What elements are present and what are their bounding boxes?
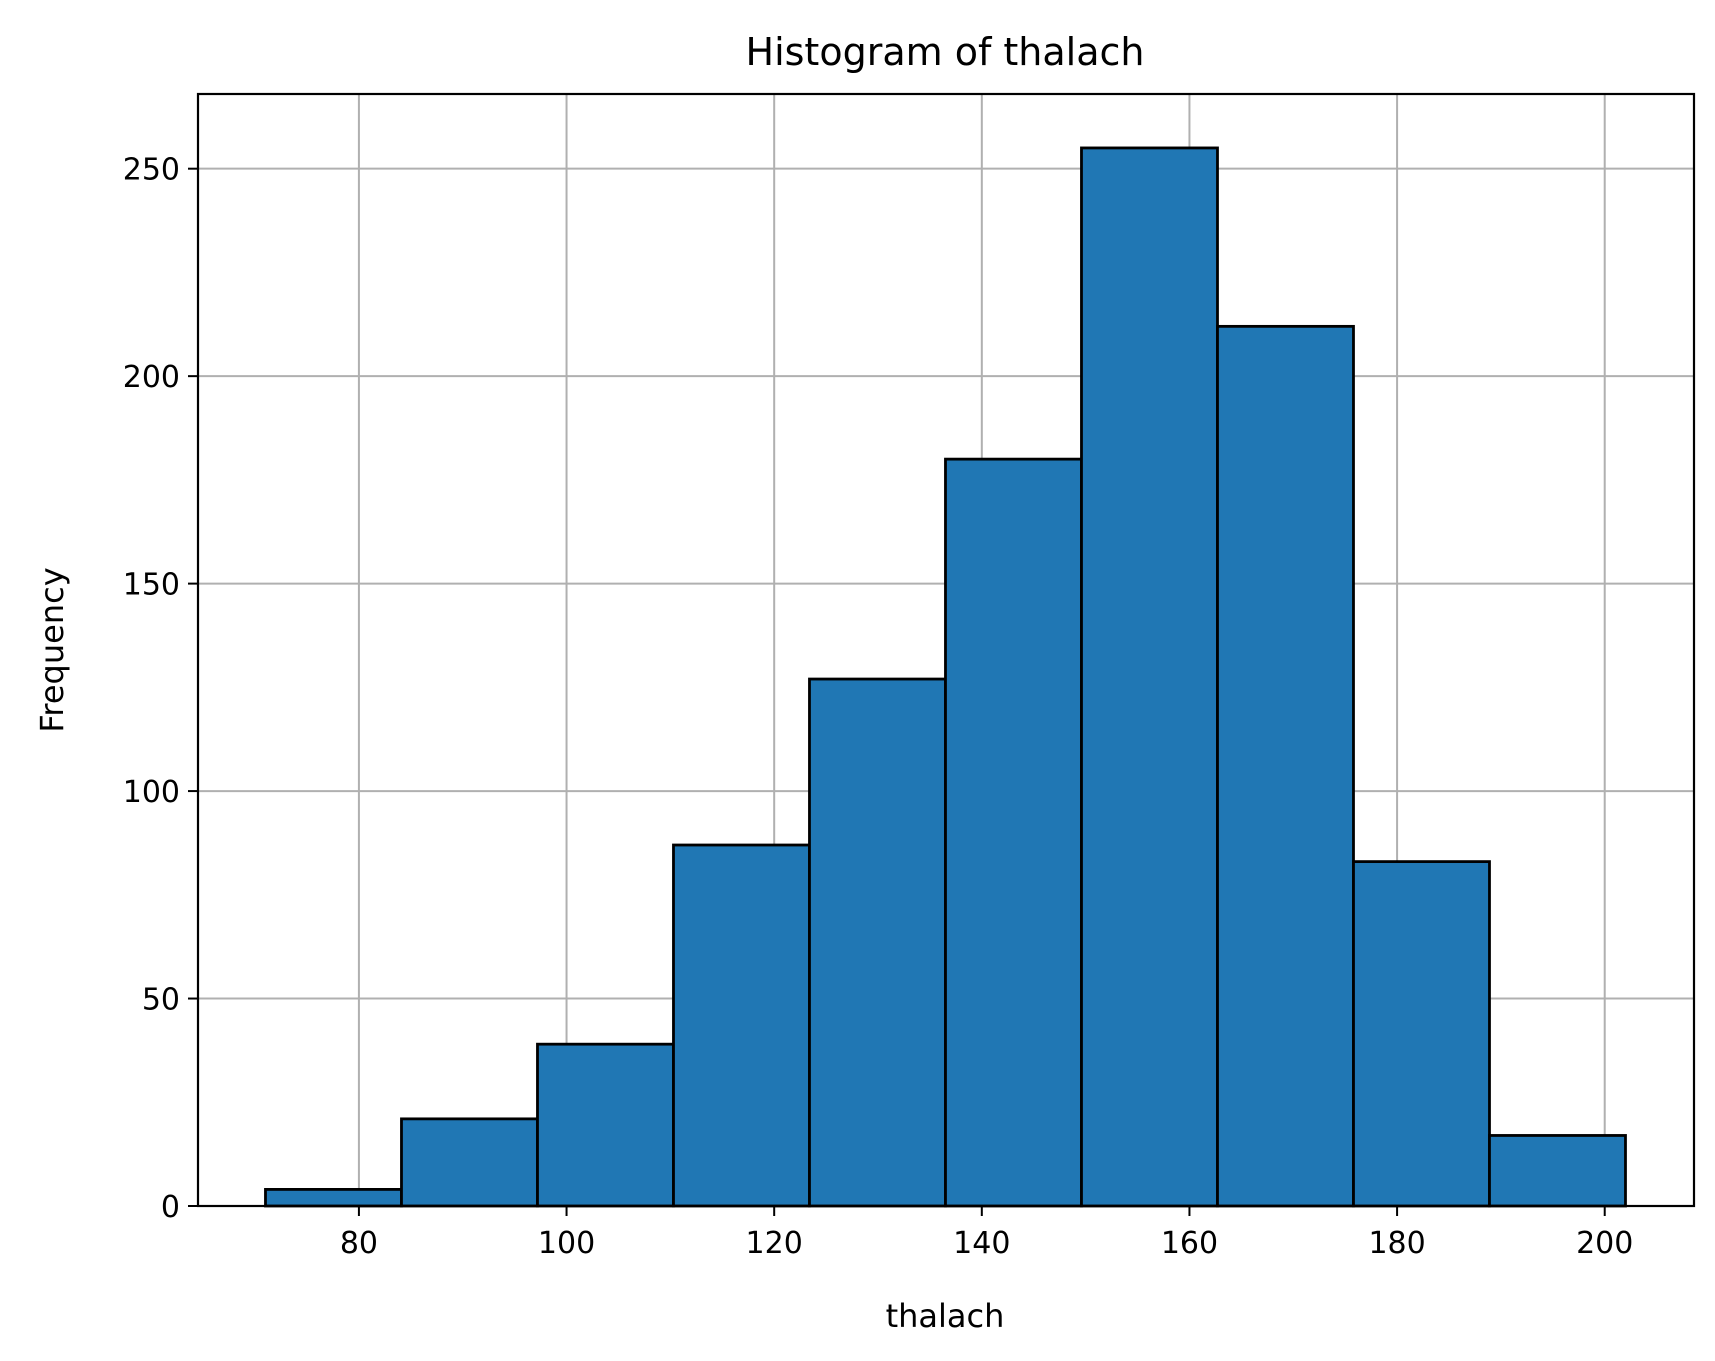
y-tick-label: 100 [123, 775, 180, 810]
x-tick-label: 120 [746, 1226, 803, 1261]
histogram-bar [400, 1117, 539, 1208]
histogram-bar [536, 1042, 675, 1208]
x-tick-label: 80 [340, 1226, 378, 1261]
histogram-bars [264, 146, 1627, 1208]
chart-title: Histogram of thalach [746, 30, 1145, 74]
histogram-bar [1488, 1134, 1627, 1208]
y-tick-label: 200 [123, 360, 180, 395]
y-tick-label: 0 [161, 1190, 180, 1225]
histogram-bar [808, 677, 947, 1208]
histogram-bar [944, 457, 1083, 1208]
histogram-bar [1080, 146, 1219, 1208]
y-axis-ticks: 0 50 100 150 200 250 [123, 153, 198, 1225]
x-axis-ticks: 80 100 120 140 160 180 200 [340, 1206, 1633, 1261]
histogram-bar [672, 843, 811, 1208]
x-axis-label: thalach [886, 1297, 1005, 1335]
x-tick-label: 180 [1368, 1226, 1425, 1261]
x-tick-label: 140 [953, 1226, 1010, 1261]
y-axis-label: Frequency [33, 567, 71, 732]
x-tick-label: 100 [538, 1226, 595, 1261]
y-tick-label: 150 [123, 568, 180, 603]
x-tick-label: 160 [1161, 1226, 1218, 1261]
histogram-bar [264, 1188, 403, 1208]
plot-area-frame [196, 92, 1696, 1208]
x-tick-label: 200 [1576, 1226, 1633, 1261]
histogram-bar [1216, 324, 1355, 1208]
y-tick-label: 250 [123, 153, 180, 188]
histogram-bar [1352, 860, 1491, 1208]
y-tick-label: 50 [142, 983, 180, 1018]
